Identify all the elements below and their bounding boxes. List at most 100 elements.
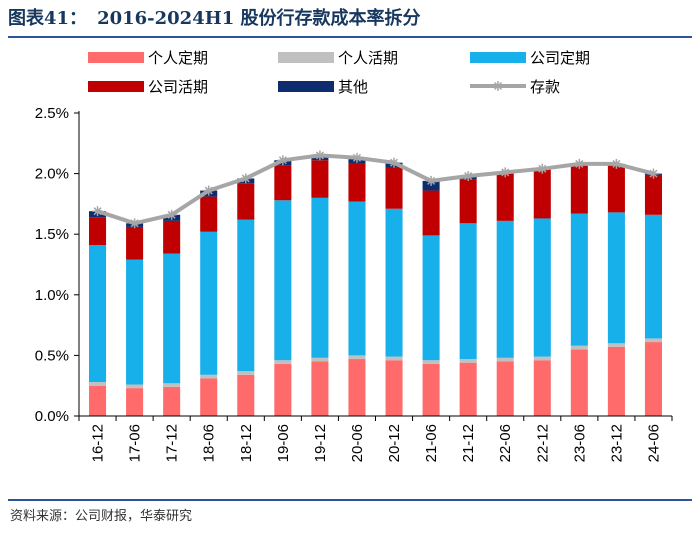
bar-segment-personal_demand [163, 383, 181, 387]
total-point [574, 158, 585, 169]
total-point [277, 155, 288, 166]
bar-stack-16-12 [89, 211, 107, 416]
total-point [463, 171, 474, 182]
y-tick-label: 2.0% [35, 166, 69, 183]
bar-segment-personal_time [163, 386, 181, 416]
legend-swatch-corporate_demand [88, 81, 144, 92]
total-line [96, 153, 655, 226]
x-tick-label: 22-06 [497, 424, 514, 462]
bar-segment-personal_time [459, 362, 477, 416]
legend-item-corporate_time: 公司定期 [470, 49, 590, 67]
bar-segment-corporate_demand [237, 183, 255, 220]
legend-swatch-other [278, 81, 334, 92]
bar-segment-personal_time [237, 374, 255, 416]
y-tick-label: 2.5% [35, 105, 69, 122]
figure-number: 图表41： [8, 8, 88, 29]
y-axis: 0.0% 0.5% 1.0% 1.5% 2.0% 2.5% [35, 105, 80, 425]
legend-label: 公司活期 [148, 78, 208, 96]
bar-segment-corporate_demand [311, 160, 329, 198]
total-point [314, 150, 325, 161]
y-tick-label: 0.0% [35, 408, 69, 425]
bar-segment-corporate_time [274, 200, 292, 361]
total-point [240, 173, 251, 184]
x-tick-label: 21-06 [423, 424, 440, 462]
x-tick-label: 23-06 [571, 424, 588, 462]
footer-divider [8, 499, 692, 501]
bar-segment-corporate_time [311, 197, 329, 358]
bar-segment-personal_time [311, 361, 329, 416]
x-tick-label: 21-12 [460, 424, 477, 462]
bar-segment-personal_time [126, 388, 144, 416]
x-tick-label: 16-12 [90, 424, 107, 462]
bar-segment-corporate_time [89, 245, 107, 383]
bars [89, 155, 662, 416]
title-divider [8, 36, 692, 38]
bar-segment-corporate_demand [570, 165, 588, 214]
y-tick-label: 1.0% [35, 287, 69, 304]
bar-segment-corporate_demand [274, 165, 292, 201]
total-point [351, 152, 362, 163]
bar-segment-corporate_time [200, 231, 218, 375]
bar-segment-personal_demand [607, 343, 625, 347]
bar-segment-personal_time [570, 349, 588, 416]
x-tick-label: 24-06 [645, 424, 662, 462]
bar-stack-18-12 [237, 178, 255, 416]
total-point [426, 175, 437, 186]
total-point [129, 218, 140, 229]
legend-item-total: 存款 [470, 78, 560, 96]
x-tick-label: 20-06 [349, 424, 366, 462]
bar-segment-corporate_time [459, 223, 477, 360]
bar-segment-personal_time [422, 363, 440, 416]
total-point [500, 167, 511, 178]
bar-segment-personal_demand [237, 371, 255, 375]
total-point [203, 185, 214, 196]
bar-stack-22-06 [496, 172, 514, 416]
legend-label: 公司定期 [530, 49, 590, 67]
bar-segment-personal_time [385, 360, 403, 416]
bar-segment-corporate_time [163, 253, 181, 384]
bar-segment-corporate_time [570, 213, 588, 346]
bar-segment-personal_time [200, 378, 218, 416]
bar-stack-21-06 [422, 180, 440, 416]
bar-segment-corporate_demand [459, 179, 477, 224]
bar-segment-personal_demand [311, 357, 329, 362]
bar-segment-personal_time [348, 359, 366, 416]
bar-segment-corporate_demand [163, 220, 181, 254]
bar-segment-personal_demand [533, 356, 551, 361]
figure-title: 2016-2024H1 股份行存款成本率拆分 [97, 8, 421, 29]
bar-segment-personal_time [644, 342, 662, 416]
x-tick-label: 19-06 [275, 424, 292, 462]
bar-segment-personal_demand [385, 356, 403, 361]
legend-item-other: 其他 [278, 78, 368, 96]
x-tick-label: 19-12 [312, 424, 329, 462]
bar-segment-corporate_demand [607, 165, 625, 213]
bar-segment-corporate_time [422, 235, 440, 361]
legend-item-personal_time: 个人定期 [88, 49, 208, 67]
x-tick-label: 22-12 [534, 424, 551, 462]
x-axis: 16-12 17-06 17-12 18-06 18-12 19-06 19-12 20-06… [78, 415, 673, 462]
legend-swatch-personal_demand [278, 52, 334, 63]
bar-segment-corporate_time [607, 212, 625, 344]
bar-segment-personal_demand [422, 360, 440, 364]
bar-segment-personal_time [496, 361, 514, 416]
total-point [389, 157, 400, 168]
bar-segment-corporate_time [348, 201, 366, 356]
legend-label: 个人定期 [148, 49, 208, 67]
legend-item-corporate_demand: 公司活期 [88, 78, 208, 96]
bar-segment-corporate_time [496, 220, 514, 358]
total-point [648, 168, 659, 179]
bar-stack-22-12 [533, 168, 551, 416]
x-tick-label: 18-12 [238, 424, 255, 462]
bar-segment-personal_time [533, 360, 551, 416]
bar-stack-17-06 [126, 223, 144, 416]
bar-segment-corporate_demand [126, 226, 144, 260]
x-tick-label: 17-06 [127, 424, 144, 462]
bar-segment-corporate_demand [533, 169, 551, 219]
y-tick-label: 0.5% [35, 347, 69, 364]
bar-segment-personal_demand [570, 345, 588, 350]
source-note: 资料来源：公司财报，华泰研究 [10, 509, 193, 524]
legend-label: 其他 [338, 78, 368, 96]
legend-marker-star [493, 81, 503, 91]
